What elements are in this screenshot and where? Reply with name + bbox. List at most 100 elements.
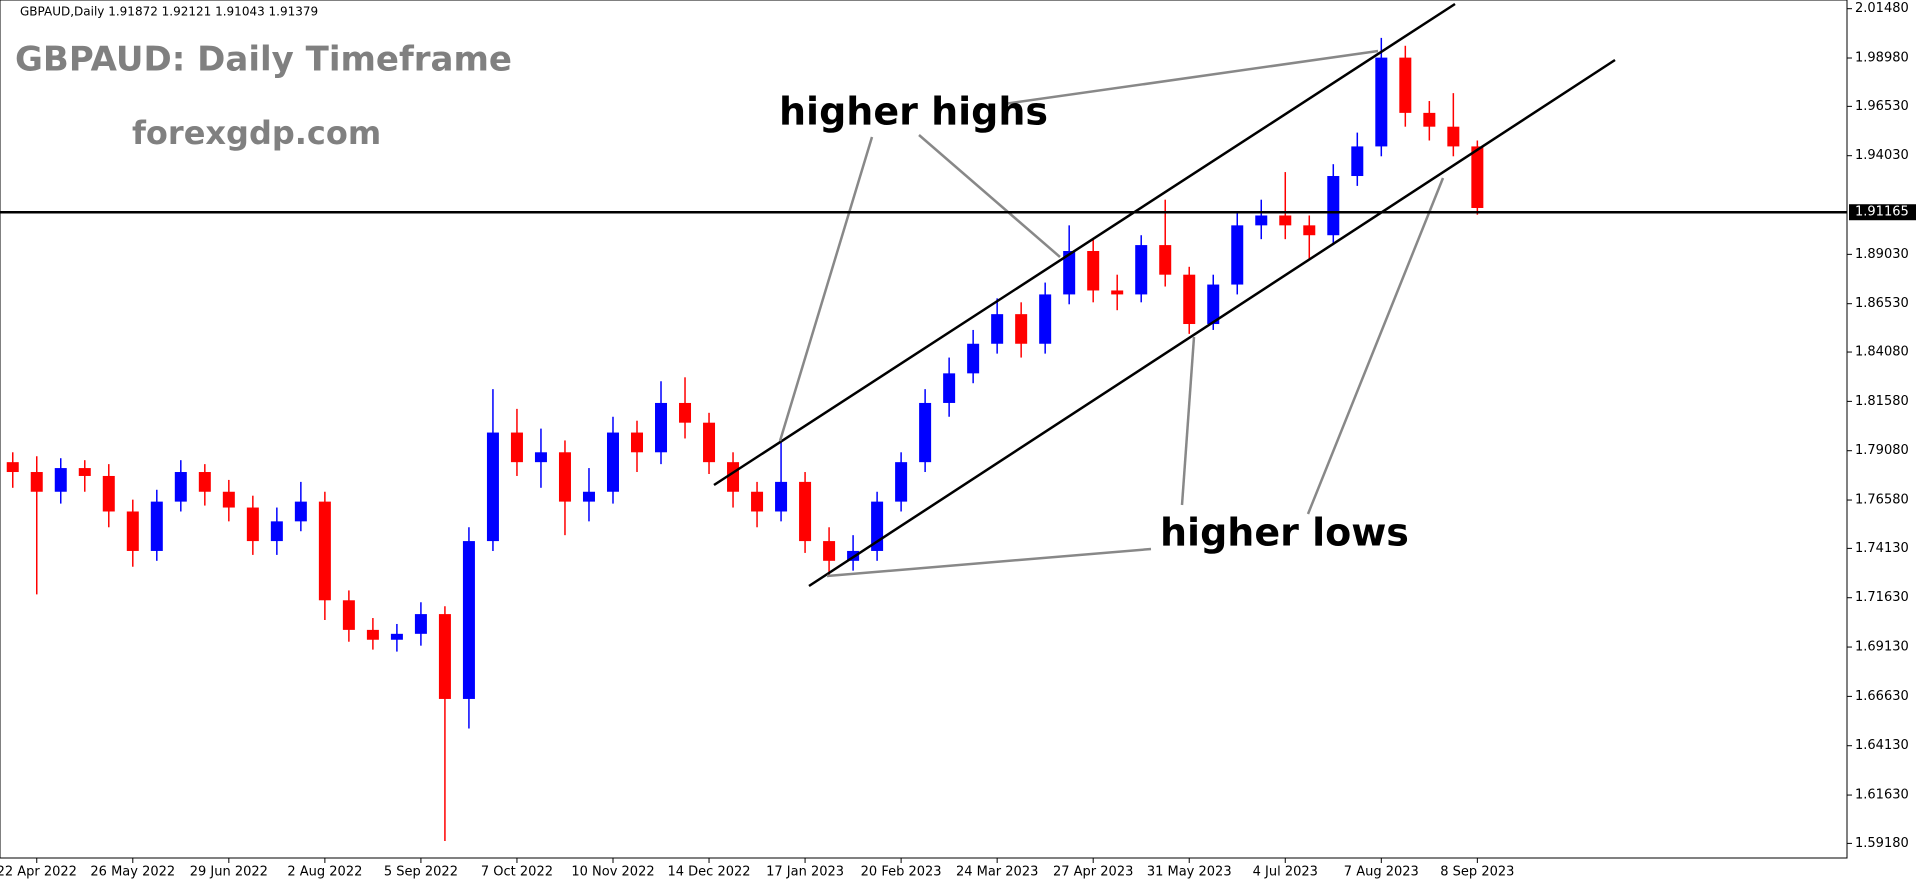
chart-header: GBPAUD,Daily 1.91872 1.92121 1.91043 1.9…	[20, 5, 318, 19]
price-label: 1.91165	[1855, 205, 1909, 220]
pointer	[778, 136, 874, 442]
candle-body	[799, 481, 812, 542]
candle-body	[462, 541, 475, 699]
candle-body	[6, 462, 19, 473]
pointer-lines	[778, 49, 1445, 578]
y-tick-label: 1.84080	[1855, 345, 1909, 360]
candle-body	[1159, 245, 1172, 275]
x-tick-label: 14 Dec 2022	[668, 865, 751, 880]
candle-body	[390, 633, 403, 640]
candle-body	[366, 629, 379, 640]
candle-body	[438, 614, 451, 699]
x-tick-label: 29 Jun 2022	[190, 865, 268, 880]
candle-body	[1063, 251, 1076, 295]
candle-body	[1015, 314, 1028, 344]
chart-title: GBPAUD: Daily Timeframe	[15, 40, 512, 80]
candle-body	[631, 432, 643, 453]
y-tick-label: 2.01480	[1855, 1, 1909, 16]
candle-body	[126, 511, 139, 551]
y-tick-label: 1.74130	[1855, 541, 1909, 556]
pointer	[1180, 336, 1196, 506]
candles	[6, 37, 1484, 842]
x-tick-label: 7 Aug 2023	[1344, 865, 1419, 880]
candle-body	[1255, 215, 1268, 226]
x-tick-label: 17 Jan 2023	[766, 865, 844, 880]
candle-body	[198, 472, 211, 492]
y-tick-label: 1.79080	[1855, 443, 1909, 458]
candle-body	[727, 462, 740, 492]
annotation: higher lows	[1160, 511, 1409, 555]
y-tick-label: 1.66630	[1855, 689, 1909, 704]
x-tick-label: 24 Mar 2023	[956, 865, 1038, 880]
y-tick-label: 1.89030	[1855, 247, 1909, 262]
y-tick-label: 1.69130	[1855, 640, 1909, 655]
x-tick-label: 7 Oct 2022	[481, 865, 553, 880]
candle-body	[1327, 176, 1340, 236]
candle-body	[703, 422, 716, 463]
candle-body	[967, 343, 980, 374]
x-tick-label: 10 Nov 2022	[571, 865, 654, 880]
x-tick-label: 22 Apr 2022	[0, 865, 77, 880]
candle-body	[1303, 225, 1316, 236]
candle-body	[1471, 146, 1484, 208]
y-tick-label: 1.71630	[1855, 590, 1909, 605]
x-tick-label: 27 Apr 2023	[1053, 865, 1133, 880]
candle-body	[943, 373, 956, 403]
candle-body	[1423, 112, 1436, 127]
candle-body	[174, 472, 187, 502]
candle-body	[1111, 290, 1124, 295]
candle-body	[1351, 146, 1364, 177]
price-label-box	[1849, 204, 1916, 221]
candle-body	[486, 432, 499, 542]
y-tick-label: 1.96530	[1855, 99, 1909, 114]
candle-body	[751, 491, 764, 512]
pointer	[1306, 177, 1445, 515]
candle-body	[1231, 225, 1244, 285]
candle-body	[655, 402, 668, 453]
x-tick-label: 31 May 2023	[1147, 865, 1232, 880]
candle-body	[1183, 274, 1196, 325]
candle-body	[1375, 57, 1388, 147]
x-tick-label: 4 Jul 2023	[1253, 865, 1318, 880]
pointer	[918, 134, 1061, 258]
candle-body	[1399, 57, 1412, 113]
y-tick-label: 1.98980	[1855, 51, 1909, 66]
x-tick-label: 2 Aug 2022	[287, 865, 362, 880]
candle-body	[414, 614, 427, 634]
x-tick-label: 20 Feb 2023	[861, 865, 942, 880]
candle-body	[246, 507, 259, 542]
candle-body	[1087, 251, 1100, 291]
candle-body	[318, 501, 331, 601]
candle-body	[775, 481, 788, 512]
candle-body	[342, 600, 355, 630]
candle-body	[54, 468, 67, 492]
candle-body	[991, 314, 1004, 344]
candle-body	[30, 472, 43, 492]
y-tick-label: 1.76580	[1855, 493, 1909, 508]
candle-body	[1135, 245, 1148, 295]
annotation: higher highs	[779, 90, 1048, 134]
y-tick-label: 1.64130	[1855, 738, 1909, 753]
candle-body	[606, 432, 619, 492]
y-tick-label: 1.81580	[1855, 394, 1909, 409]
candle-body	[823, 541, 836, 561]
channel-lower	[808, 58, 1616, 588]
candle-body	[1279, 215, 1292, 226]
channel-upper	[713, 2, 1456, 487]
y-tick-label: 1.61630	[1855, 788, 1909, 803]
candle-body	[679, 402, 692, 423]
x-tick-label: 8 Sep 2023	[1440, 865, 1514, 880]
candle-body	[919, 402, 932, 463]
candle-body	[1447, 126, 1460, 147]
pointer	[826, 547, 1152, 578]
candle-body	[1207, 284, 1220, 325]
candle-body	[534, 452, 547, 463]
candle-body	[558, 452, 571, 502]
y-tick-label: 1.86530	[1855, 296, 1909, 311]
y-tick-label: 1.94030	[1855, 148, 1909, 163]
candle-body	[78, 468, 91, 476]
chart-subtitle: forexgdp.com	[132, 114, 381, 152]
candle-body	[102, 475, 115, 512]
x-tick-label: 5 Sep 2022	[384, 865, 458, 880]
